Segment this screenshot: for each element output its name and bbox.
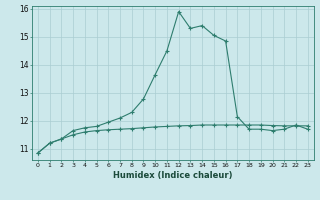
X-axis label: Humidex (Indice chaleur): Humidex (Indice chaleur): [113, 171, 233, 180]
